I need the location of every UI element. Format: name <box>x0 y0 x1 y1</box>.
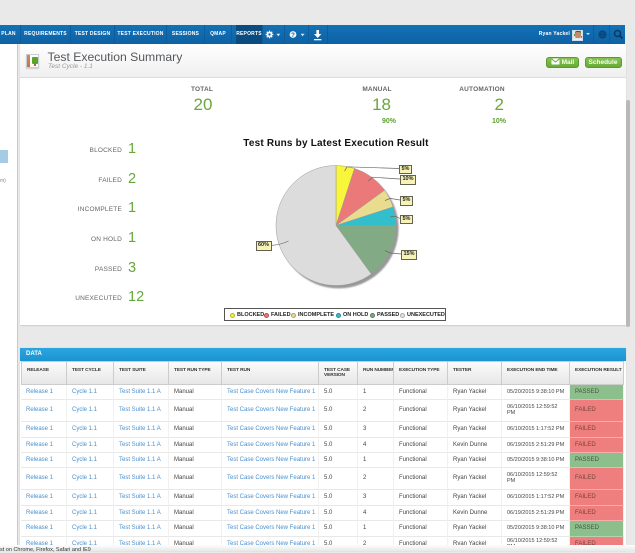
svg-text:?: ? <box>291 33 295 39</box>
